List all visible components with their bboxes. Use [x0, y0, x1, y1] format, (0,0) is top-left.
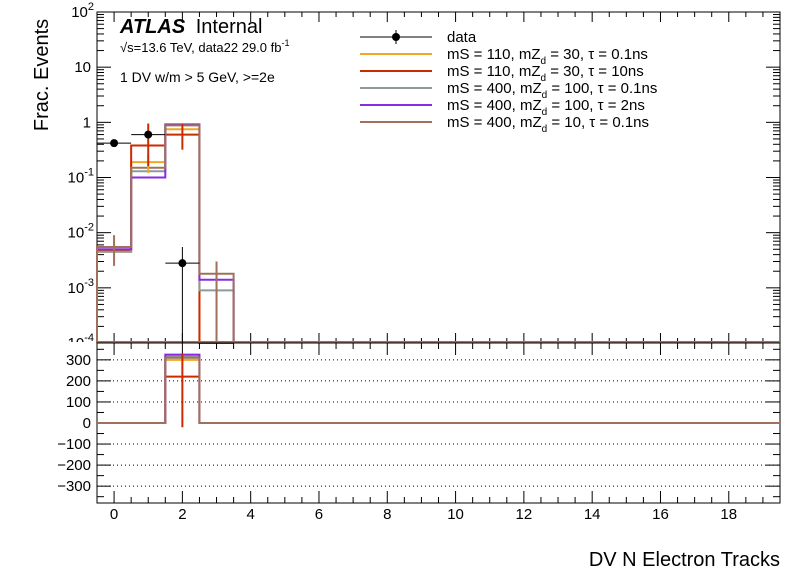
y-tick-label: 10	[74, 59, 91, 76]
y-tick-label-bottom: 200	[66, 373, 91, 390]
lumi-exponent: -1	[281, 38, 289, 48]
energy-text: √s=13.6 TeV, data22 29.0 fb	[120, 40, 281, 55]
legend-series-1-label: mS = 110, mZd = 30, τ = 10ns	[447, 63, 644, 84]
legend-series-0-label: mS = 110, mZd = 30, τ = 0.1ns	[447, 46, 648, 67]
data-point	[178, 259, 187, 268]
svg-text:10-4: 10-4	[68, 332, 94, 352]
x-tick-label: 0	[110, 506, 118, 523]
y-tick-label: 1	[83, 114, 91, 131]
y-tick-label-bottom: −100	[57, 436, 91, 453]
data-point	[144, 130, 153, 139]
x-axis-label: DV N Electron Tracks	[589, 549, 780, 571]
y-tick-label: 10-3	[68, 277, 94, 297]
x-tick-label: 8	[383, 506, 391, 523]
y-tick-label: 102	[71, 1, 94, 21]
y-tick-label-bottom: 100	[66, 394, 91, 411]
ratio-series-4	[97, 356, 780, 424]
energy-lumi-label: √s=13.6 TeV, data22 29.0 fb-1	[120, 38, 289, 55]
legend-series-4-label: mS = 400, mZd = 10, τ = 0.1ns	[447, 114, 649, 135]
y-tick-label-bottom: 0	[83, 415, 91, 432]
legend-series-3-label: mS = 400, mZd = 100, τ = 2ns	[447, 97, 645, 118]
y-tick-label-bottom: 300	[66, 352, 91, 369]
y-tick-label-bottom: −200	[57, 457, 91, 474]
x-tick-label: 16	[652, 506, 669, 523]
x-tick-label: 10	[447, 506, 464, 523]
atlas-label: ATLAS	[119, 16, 186, 38]
status-label: Internal	[196, 16, 263, 38]
legend-data-marker	[392, 33, 400, 41]
selection-label: 1 DV w/m > 5 GeV, >=2e	[120, 69, 275, 85]
y-axis-label: Frac. Events	[31, 19, 53, 131]
x-tick-label: 2	[178, 506, 186, 523]
experiment-label: ATLAS Internal	[119, 16, 262, 38]
y-tick-label-clipped: 10-4	[68, 332, 94, 352]
series-4-histogram	[96, 124, 235, 343]
x-tick-label: 18	[720, 506, 737, 523]
legend-series-2-label: mS = 400, mZd = 100, τ = 0.1ns	[447, 80, 657, 101]
x-tick-label: 4	[247, 506, 255, 523]
legend-data-label: data	[447, 29, 477, 46]
x-tick-label: 12	[516, 506, 533, 523]
y-tick-label: 10-1	[68, 167, 94, 187]
data-point	[110, 139, 119, 148]
y-tick-label: 10-2	[68, 222, 94, 242]
x-tick-label: 14	[584, 506, 601, 523]
x-tick-label: 6	[315, 506, 323, 523]
y-tick-label-bottom: −300	[57, 478, 91, 495]
